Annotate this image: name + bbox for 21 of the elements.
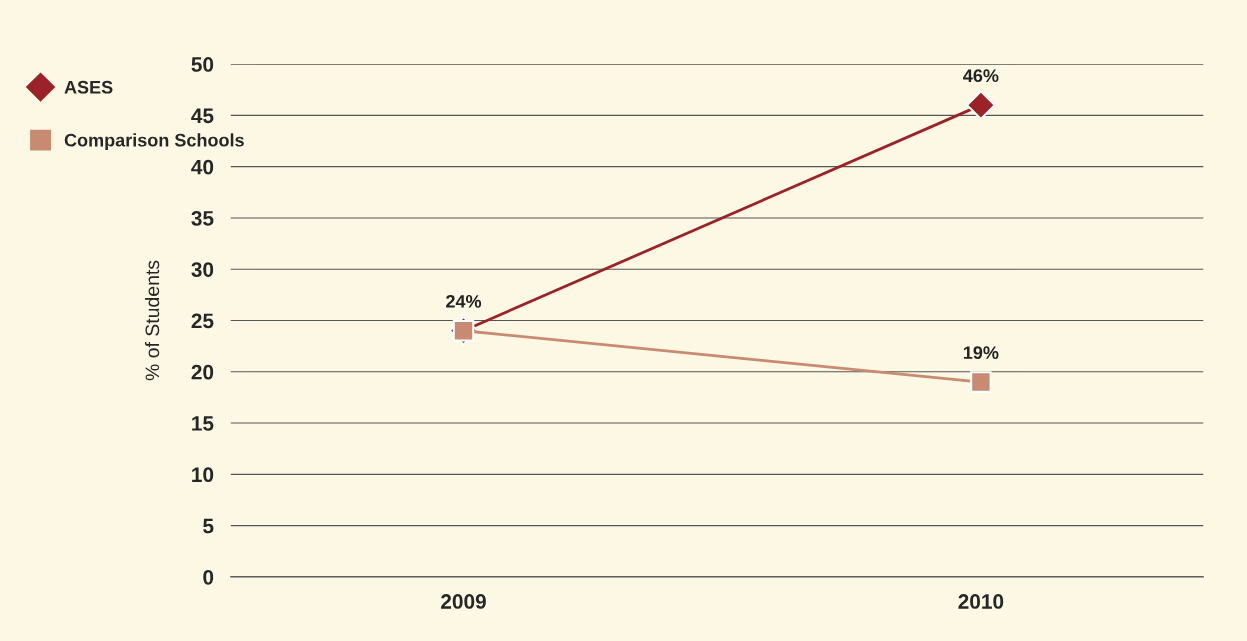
legend-label: Comparison Schools	[64, 133, 244, 151]
data-label: 19%	[963, 346, 999, 360]
point	[970, 371, 992, 393]
y-tick-label: 45	[191, 108, 214, 124]
y-tick-label: 40	[191, 159, 214, 175]
x-tick-label: 2010	[958, 594, 1004, 609]
y-tick-label: 35	[191, 210, 214, 226]
y-tick-label: 10	[192, 467, 214, 483]
x-tick-label: 2009	[441, 594, 486, 609]
y-tick-label: 30	[191, 262, 214, 277]
legend-label: ASES	[64, 80, 113, 94]
y-tick-label: 15	[192, 416, 214, 431]
point	[966, 90, 996, 120]
y-tick-label: 0	[203, 569, 214, 585]
y-tick-label: 25	[191, 313, 214, 329]
data-label: 46%	[963, 69, 999, 83]
y-tick-label: 20	[191, 364, 214, 380]
y-tick-label: 50	[191, 57, 214, 72]
y-tick-label: 5	[203, 518, 214, 534]
y-axis-title: % of Students	[144, 260, 160, 381]
data-label: 24%	[446, 294, 482, 308]
